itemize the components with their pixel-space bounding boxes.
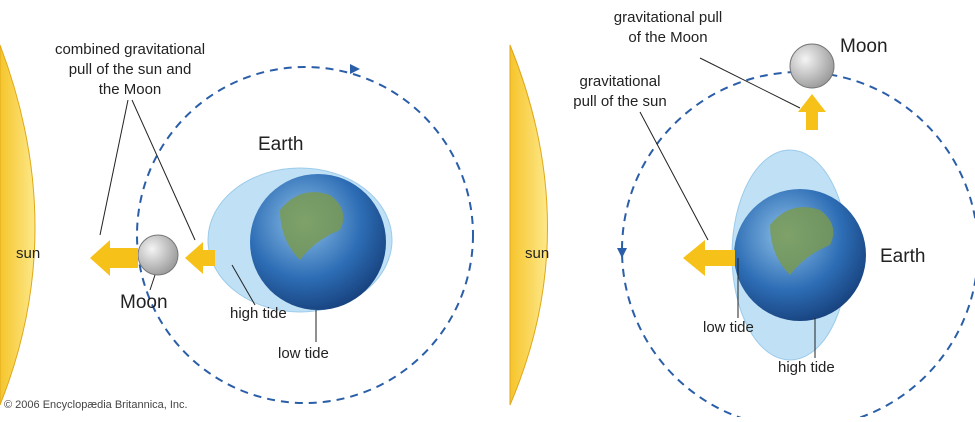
- sun: [509, 44, 548, 406]
- pull-arrow: [90, 240, 138, 276]
- moon-pull-label: gravitational pull: [614, 9, 722, 26]
- pull-arrow: [683, 240, 735, 276]
- leader-line: [149, 274, 156, 291]
- moon-label: Moon: [120, 292, 168, 313]
- right-panel: sun gravitational pull of the Moon Moon …: [509, 9, 975, 422]
- land: [770, 207, 834, 275]
- orbit-arrow: [617, 248, 627, 258]
- high-tide-label: high tide: [230, 305, 287, 322]
- copyright: © 2006 Encyclopædia Britannica, Inc.: [4, 399, 188, 411]
- moon: [789, 43, 835, 89]
- moon: [137, 234, 179, 276]
- leader-line: [231, 264, 256, 306]
- land: [280, 192, 344, 260]
- pull-label: pull of the sun and: [69, 61, 192, 78]
- earth-label: Earth: [258, 134, 303, 155]
- sun-label: sun: [525, 245, 549, 262]
- leader-line: [99, 99, 129, 236]
- sun-label: sun: [16, 245, 40, 262]
- pull-label: the Moon: [99, 81, 162, 98]
- moon-label: Moon: [840, 36, 888, 57]
- moon-orbit: [136, 66, 474, 404]
- low-tide-label: low tide: [278, 345, 329, 362]
- left-panel: sun combined gravitational pull of the s…: [0, 41, 474, 406]
- leader-line: [639, 111, 709, 241]
- moon-pull-label: of the Moon: [628, 29, 707, 46]
- pull-arrow: [798, 94, 826, 130]
- sun-pull-label: pull of the sun: [573, 93, 666, 110]
- leader-line: [699, 57, 801, 109]
- pull-label: combined gravitational: [55, 41, 205, 58]
- pull-arrow: [185, 242, 215, 274]
- leader-line: [131, 99, 196, 241]
- earth-label: Earth: [880, 246, 925, 267]
- high-tide-label: high tide: [778, 359, 835, 376]
- low-tide-label: low tide: [703, 319, 754, 336]
- sun: [0, 44, 36, 406]
- sun-pull-label: gravitational: [580, 73, 661, 90]
- orbit-arrow: [350, 64, 360, 74]
